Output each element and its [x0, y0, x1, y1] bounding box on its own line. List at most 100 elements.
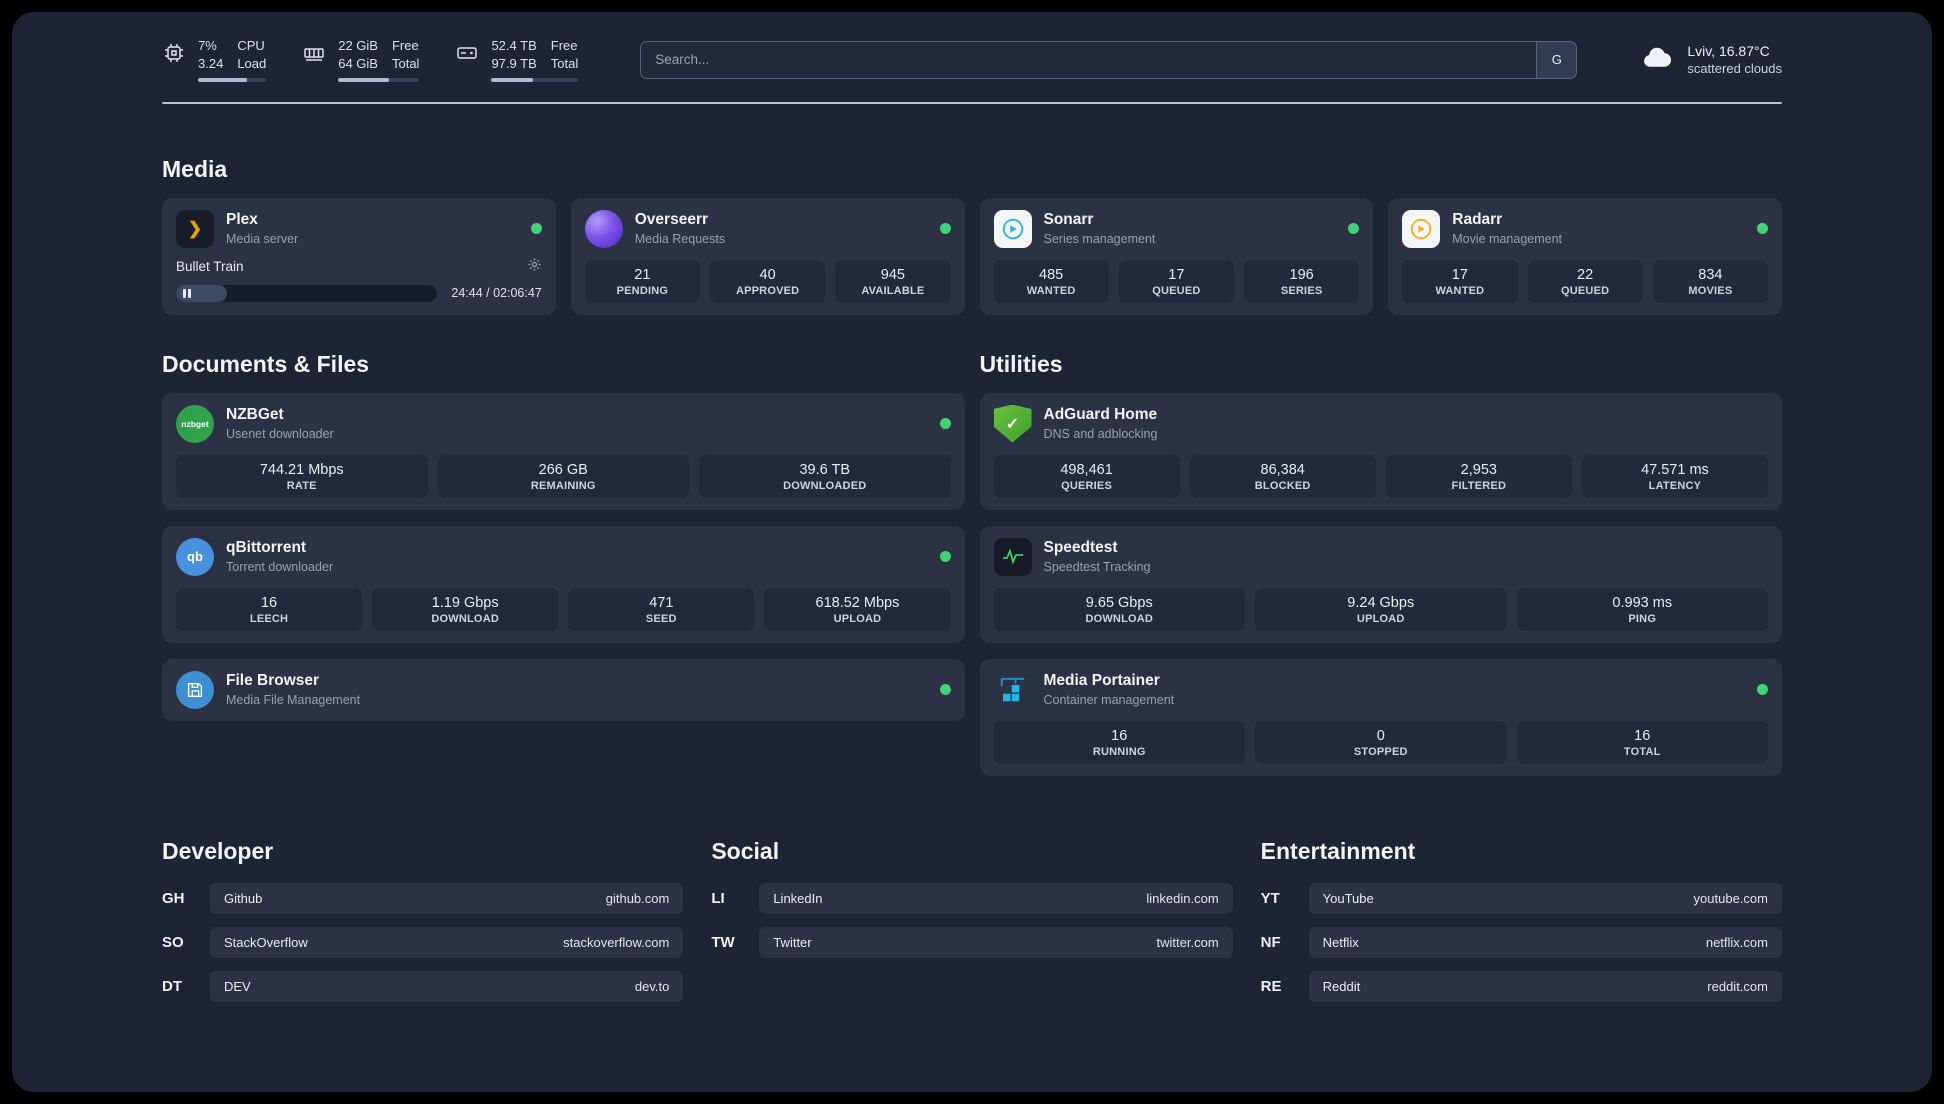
stat-tile: 498,461 QUERIES	[993, 454, 1180, 498]
stat-tile: 40 APPROVED	[710, 259, 826, 303]
app-card-overseerr[interactable]: Overseerr Media Requests 21 PENDING 40 APP…	[570, 197, 965, 315]
disk-free-value: 52.4 TB	[491, 38, 537, 53]
app-card-filebrowser[interactable]: File Browser Media File Management	[162, 658, 965, 721]
disk-total-value: 97.9 TB	[491, 56, 537, 72]
sonarr-icon	[993, 209, 1032, 248]
app-subtitle: Media File Management	[226, 692, 361, 707]
bookmark-abbr: SO	[162, 933, 184, 951]
app-card-radarr[interactable]: Radarr Movie management 17 WANTED 22 QUEUE…	[1388, 197, 1782, 315]
stat-tile: 0.993 ms PING	[1516, 587, 1768, 631]
app-card-plex[interactable]: ❯ Plex Media server Bullet Train	[162, 197, 556, 315]
cpu-meter	[198, 77, 267, 82]
search-bar: G	[640, 40, 1578, 79]
qbittorrent-icon: qb	[176, 537, 214, 576]
stat-tile: 16 LEECH	[176, 587, 363, 631]
search-engine-button[interactable]: G	[1536, 41, 1577, 78]
app-subtitle: Usenet downloader	[226, 426, 334, 441]
overseerr-icon	[584, 209, 623, 248]
bookmark-github[interactable]: GH Github github.com	[162, 882, 684, 914]
stat-tile: 9.24 Gbps UPLOAD	[1255, 587, 1507, 631]
social-bookmarks: Social LI LinkedIn linkedin.com TW Twitte…	[711, 837, 1233, 1015]
bookmark-name: Github	[224, 890, 263, 906]
app-card-speedtest[interactable]: Speedtest Speedtest Tracking 9.65 Gbps DO…	[979, 525, 1782, 643]
bookmark-abbr: GH	[162, 889, 185, 907]
app-card-portainer[interactable]: Media Portainer Container management 16 R…	[979, 658, 1782, 776]
bookmark-url: stackoverflow.com	[563, 934, 670, 950]
app-name: Speedtest	[1043, 539, 1118, 557]
search-input[interactable]	[641, 41, 1537, 78]
bookmark-twitter[interactable]: TW Twitter twitter.com	[711, 926, 1233, 958]
app-subtitle: Movie management	[1452, 231, 1563, 246]
status-dot	[939, 551, 951, 562]
pause-icon[interactable]	[183, 288, 191, 298]
bookmark-name: Netflix	[1322, 934, 1359, 950]
bookmark-youtube[interactable]: YT YouTube youtube.com	[1260, 882, 1782, 914]
app-name: Radarr	[1452, 211, 1503, 229]
weather-widget[interactable]: Lviv, 16.87°C scattered clouds	[1639, 43, 1782, 76]
bookmark-name: Twitter	[773, 934, 812, 950]
topbar-divider	[162, 101, 1782, 104]
bookmark-dev[interactable]: DT DEV dev.to	[162, 970, 684, 1002]
app-subtitle: Container management	[1043, 692, 1175, 707]
playback-progress-bar[interactable]	[176, 284, 438, 302]
stat-tile: 744.21 Mbps RATE	[176, 454, 428, 498]
documents-column: Documents & Files nzbget NZBGet Usenet d…	[162, 351, 965, 721]
app-subtitle: Media Requests	[634, 231, 726, 246]
ram-total-label: Total	[391, 56, 420, 72]
app-name: qBittorrent	[226, 539, 307, 557]
settings-gear-icon[interactable]	[527, 257, 542, 277]
status-dot	[530, 223, 542, 234]
app-card-nzbget[interactable]: nzbget NZBGet Usenet downloader 744.21 M…	[162, 392, 965, 510]
speedtest-icon	[993, 537, 1032, 576]
app-name: Media Portainer	[1043, 672, 1160, 690]
stat-tile: 9.65 Gbps DOWNLOAD	[993, 587, 1245, 631]
topbar: 7% 3.24 CPU Load	[162, 12, 1782, 82]
bookmark-stackoverflow[interactable]: SO StackOverflow stackoverflow.com	[162, 926, 684, 958]
stat-tile: 16 TOTAL	[1516, 720, 1768, 764]
app-subtitle: Speedtest Tracking	[1043, 559, 1151, 574]
stat-tile: 945 AVAILABLE	[835, 259, 951, 303]
stat-tile: 16 RUNNING	[993, 720, 1245, 764]
stat-tile: 196 SERIES	[1244, 259, 1360, 303]
dashboard-panel: 7% 3.24 CPU Load	[12, 12, 1932, 1092]
bookmark-name: DEV	[224, 978, 251, 994]
app-card-adguard[interactable]: ✓ AdGuard Home DNS and adblocking 498,46…	[979, 392, 1782, 510]
stat-tile: 17 QUEUED	[1118, 259, 1234, 303]
stat-tile: 485 WANTED	[993, 259, 1109, 303]
app-name: Overseerr	[634, 211, 709, 229]
media-grid: ❯ Plex Media server Bullet Train	[162, 197, 1782, 315]
disk-total-label: Total	[550, 56, 579, 72]
bookmark-linkedin[interactable]: LI LinkedIn linkedin.com	[711, 882, 1233, 914]
stat-tile: 266 GB REMAINING	[437, 454, 689, 498]
radarr-icon	[1402, 209, 1441, 248]
status-dot	[939, 223, 951, 234]
stat-tile: 47.571 ms LATENCY	[1581, 454, 1768, 498]
app-subtitle: Series management	[1043, 231, 1156, 246]
disk-free-label: Free	[550, 38, 578, 53]
app-name: Sonarr	[1043, 211, 1094, 229]
app-card-qbittorrent[interactable]: qb qBittorrent Torrent downloader 16 LEEC…	[162, 525, 965, 643]
status-dot	[939, 418, 951, 429]
status-dot	[1757, 684, 1768, 695]
bookmark-url: dev.to	[634, 978, 670, 994]
app-name: NZBGet	[226, 406, 284, 424]
section-title-social: Social	[711, 837, 780, 864]
bookmark-reddit[interactable]: RE Reddit reddit.com	[1260, 970, 1782, 1002]
section-title-utilities: Utilities	[979, 350, 1063, 377]
app-card-sonarr[interactable]: Sonarr Series management 485 WANTED 17 QUE…	[979, 197, 1374, 315]
bookmark-abbr: YT	[1260, 889, 1280, 907]
developer-bookmarks: Developer GH Github github.com SO StackOv…	[162, 838, 684, 1015]
entertainment-bookmarks: Entertainment YT YouTube youtube.com NF N…	[1261, 838, 1782, 1015]
bookmark-abbr: RE	[1260, 977, 1282, 995]
section-title-entertainment: Entertainment	[1260, 837, 1416, 864]
bookmark-url: twitter.com	[1156, 934, 1219, 950]
weather-location: Lviv, 16.87°C	[1687, 43, 1770, 60]
bookmark-name: LinkedIn	[773, 890, 823, 906]
app-subtitle: Torrent downloader	[226, 559, 334, 574]
plex-icon: ❯	[176, 209, 214, 248]
bookmark-name: YouTube	[1322, 890, 1374, 906]
disk-meter	[491, 77, 579, 82]
bookmark-netflix[interactable]: NF Netflix netflix.com	[1261, 926, 1782, 958]
stat-tile: 0 STOPPED	[1255, 720, 1507, 764]
stat-tile: 39.6 TB DOWNLOADED	[699, 454, 951, 498]
